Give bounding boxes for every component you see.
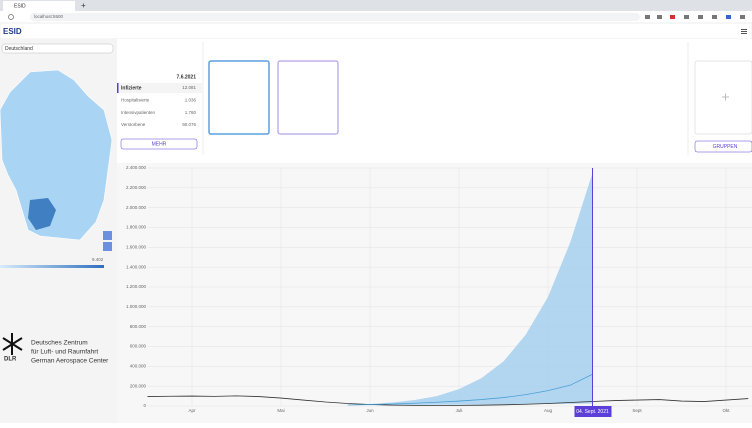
scenario-card[interactable]	[277, 60, 339, 135]
x-tick-label: Mai	[277, 408, 284, 413]
row-value: 90.076	[182, 122, 196, 127]
map[interactable]	[0, 69, 113, 241]
selected-row[interactable]	[117, 83, 202, 93]
app-header	[0, 22, 752, 40]
logo-line: Deutsches Zentrum	[31, 340, 88, 347]
logo-short: DLR	[4, 357, 17, 363]
series-line	[147, 395, 749, 406]
x-tick-label: Jun	[366, 408, 374, 413]
y-tick-label: 1.400.000	[126, 264, 147, 269]
app-title: ESID	[3, 27, 22, 36]
url: localhost:5500	[34, 14, 64, 19]
search-box[interactable]	[1, 43, 114, 54]
y-tick-label: 1.000.000	[126, 304, 147, 309]
menu[interactable]	[741, 29, 747, 34]
y-tick-label: 1.200.000	[126, 284, 147, 289]
y-tick-label: 600.000	[130, 344, 147, 349]
reload[interactable]	[8, 14, 14, 20]
tab-bar	[0, 0, 752, 11]
map-hotspot[interactable]	[28, 198, 56, 230]
x-tick-label: Sept	[632, 408, 642, 413]
y-tick-label: 2.200.000	[126, 185, 147, 190]
band-area	[347, 172, 593, 406]
selected-date-label: 04. Sept. 2021	[576, 409, 609, 415]
logo-line: für Luft- und Raumfahrt	[31, 349, 98, 356]
y-tick-label: 1.800.000	[126, 225, 147, 230]
url-field[interactable]	[30, 13, 640, 21]
more-button[interactable]	[120, 138, 198, 150]
tab[interactable]	[3, 1, 75, 11]
y-tick-label: 0	[143, 403, 146, 408]
more-button-label: MEHR	[152, 141, 167, 147]
x-tick-label: Aug	[544, 408, 553, 413]
zoom-in[interactable]	[103, 231, 112, 240]
selected-date-box[interactable]	[574, 406, 612, 417]
dlr-emblem	[2, 333, 23, 355]
legend-max: 9.402	[92, 257, 104, 262]
groups-button[interactable]	[694, 140, 752, 153]
x-tick-label: Juli	[456, 408, 463, 413]
x-tick-label: Apr	[188, 408, 196, 413]
y-tick-label: 800.000	[130, 324, 147, 329]
groups-button-label: GRUPPEN	[713, 144, 738, 150]
tab-title: ESID	[14, 3, 26, 9]
row-label: Intensivpatienten	[121, 110, 156, 115]
y-tick-label: 1.600.000	[126, 245, 147, 250]
row-label: Infizierte	[121, 85, 142, 91]
new-tab[interactable]: +	[81, 1, 86, 10]
x-tick-label: Okt	[722, 408, 730, 413]
y-tick-label: 400.000	[130, 364, 147, 369]
row-value: 1.036	[185, 97, 197, 102]
extensions	[645, 15, 745, 19]
legend-bar	[0, 265, 104, 268]
y-tick-label: 200.000	[130, 383, 147, 388]
logo-line: German Aerospace Center	[31, 358, 109, 365]
row-label: Hospitalisierte	[121, 97, 150, 102]
plus-icon	[722, 93, 729, 101]
zoom-out[interactable]	[103, 242, 112, 251]
series-line	[347, 373, 593, 406]
chart-area	[117, 163, 752, 423]
row-value: 1.760	[185, 110, 197, 115]
search-text: Deutschland	[5, 46, 33, 52]
row-value: 12.081	[182, 85, 196, 90]
row-label: Verstorbene	[121, 122, 146, 127]
scenario-card[interactable]	[208, 60, 270, 135]
y-tick-label: 2.400.000	[126, 165, 147, 170]
stats-date: 7.6.2021	[177, 74, 197, 80]
y-tick-label: 2.000.000	[126, 205, 147, 210]
row-indicator	[117, 83, 119, 93]
